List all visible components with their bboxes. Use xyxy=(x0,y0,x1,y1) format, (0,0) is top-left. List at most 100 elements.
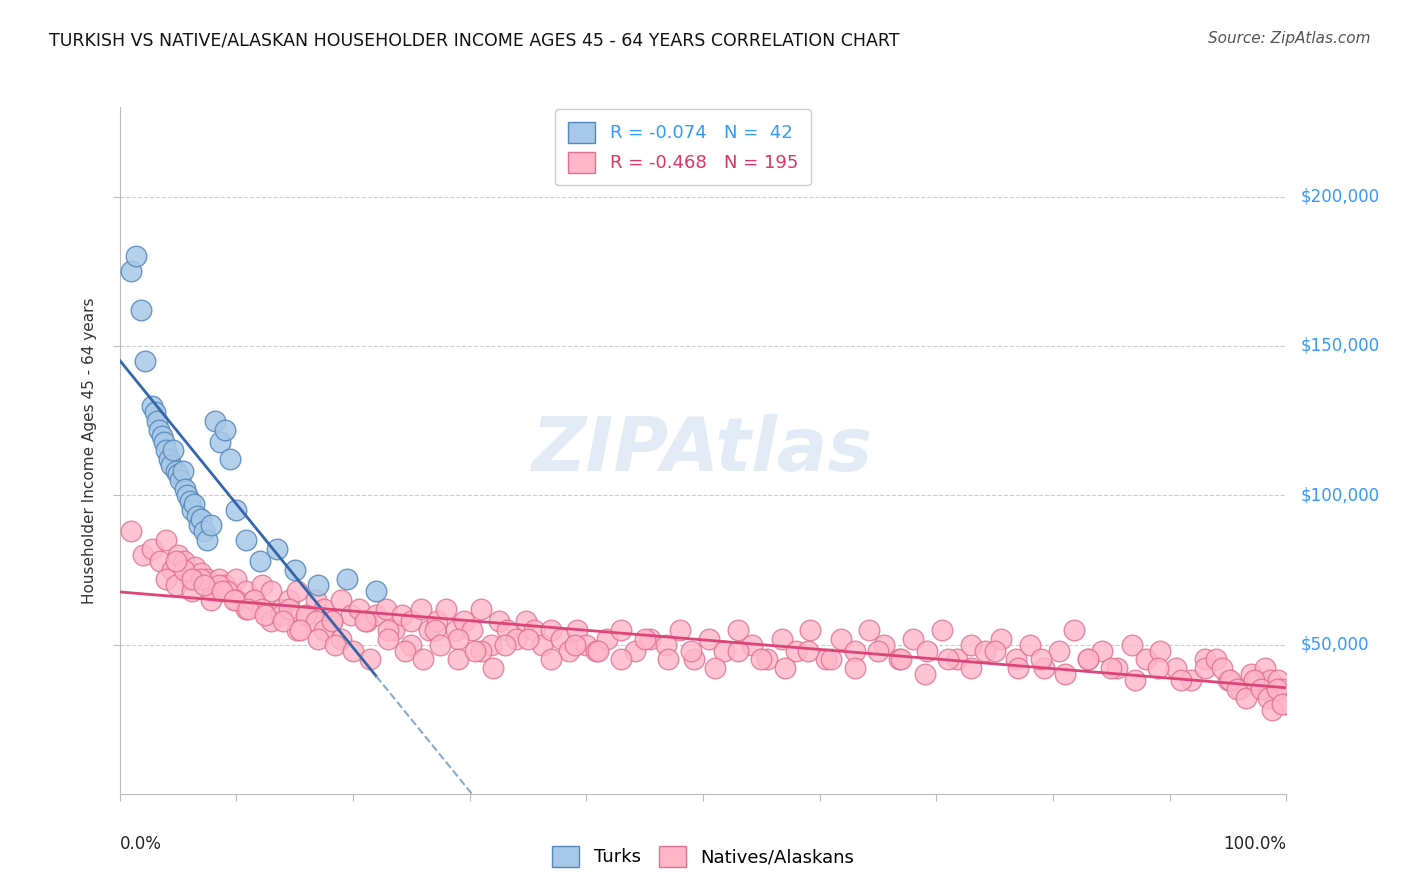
Point xyxy=(1271,682,1294,697)
Point xyxy=(1226,682,1249,697)
Legend: Turks, Natives/Alaskans: Turks, Natives/Alaskans xyxy=(544,838,862,874)
Point xyxy=(285,583,308,598)
Point xyxy=(200,592,222,607)
Point xyxy=(610,623,633,637)
Point xyxy=(751,652,773,666)
Point xyxy=(1047,643,1070,657)
Point xyxy=(936,652,959,666)
Point xyxy=(173,563,195,577)
Point xyxy=(271,614,294,628)
Point xyxy=(165,464,187,478)
Point xyxy=(330,592,353,607)
Legend: R = -0.074   N =  42, R = -0.468   N = 195: R = -0.074 N = 42, R = -0.468 N = 195 xyxy=(555,109,811,186)
Point xyxy=(222,592,245,607)
Point xyxy=(873,638,896,652)
Point xyxy=(1063,623,1085,637)
Point xyxy=(844,661,866,675)
Point xyxy=(564,638,586,652)
Point xyxy=(523,623,546,637)
Point xyxy=(1077,652,1099,666)
Point xyxy=(166,548,188,562)
Point xyxy=(283,563,307,577)
Point xyxy=(488,614,510,628)
Point xyxy=(1053,667,1076,681)
Point xyxy=(120,264,142,278)
Point xyxy=(160,458,183,473)
Point xyxy=(169,473,191,487)
Point xyxy=(423,623,446,637)
Point xyxy=(447,632,470,646)
Point xyxy=(447,652,470,666)
Point xyxy=(235,601,257,615)
Point xyxy=(773,661,796,675)
Point xyxy=(741,638,763,652)
Point xyxy=(242,592,264,607)
Point xyxy=(550,632,572,646)
Point xyxy=(1211,661,1233,675)
Point xyxy=(799,623,821,637)
Point xyxy=(610,652,633,666)
Point xyxy=(1264,691,1286,706)
Point xyxy=(377,623,399,637)
Point xyxy=(727,643,749,657)
Point xyxy=(235,583,257,598)
Point xyxy=(681,643,703,657)
Point xyxy=(624,643,647,657)
Point xyxy=(633,632,655,646)
Point xyxy=(1091,643,1114,657)
Point xyxy=(195,533,218,547)
Point xyxy=(201,583,224,598)
Point xyxy=(1099,661,1122,675)
Point xyxy=(295,607,318,622)
Point xyxy=(470,601,492,615)
Point xyxy=(214,423,236,437)
Point xyxy=(166,467,188,482)
Point xyxy=(242,592,264,607)
Point xyxy=(155,443,177,458)
Point xyxy=(470,643,492,657)
Point xyxy=(347,601,370,615)
Point xyxy=(321,614,343,628)
Point xyxy=(418,623,440,637)
Point xyxy=(193,578,215,592)
Point xyxy=(530,638,553,652)
Point xyxy=(190,572,212,586)
Point xyxy=(270,607,292,622)
Point xyxy=(464,643,486,657)
Point xyxy=(285,623,308,637)
Point xyxy=(785,643,807,657)
Point xyxy=(165,578,187,592)
Point xyxy=(887,652,910,666)
Point xyxy=(1107,661,1129,675)
Point xyxy=(654,638,676,652)
Point xyxy=(211,583,233,598)
Text: Source: ZipAtlas.com: Source: ZipAtlas.com xyxy=(1208,31,1371,46)
Point xyxy=(155,533,177,547)
Point xyxy=(186,509,208,524)
Text: $150,000: $150,000 xyxy=(1301,337,1379,355)
Point xyxy=(983,643,1005,657)
Point xyxy=(1032,661,1054,675)
Point xyxy=(312,623,335,637)
Point xyxy=(219,583,242,598)
Text: TURKISH VS NATIVE/ALASKAN HOUSEHOLDER INCOME AGES 45 - 64 YEARS CORRELATION CHAR: TURKISH VS NATIVE/ALASKAN HOUSEHOLDER IN… xyxy=(49,31,900,49)
Point xyxy=(1018,638,1040,652)
Point xyxy=(1258,673,1281,688)
Point xyxy=(204,414,226,428)
Point xyxy=(682,652,704,666)
Point xyxy=(235,533,257,547)
Text: $100,000: $100,000 xyxy=(1301,486,1379,504)
Point xyxy=(990,632,1012,646)
Point xyxy=(1257,691,1279,706)
Point xyxy=(890,652,912,666)
Text: $200,000: $200,000 xyxy=(1301,187,1379,206)
Point xyxy=(931,623,953,637)
Point xyxy=(558,643,581,657)
Point xyxy=(830,632,852,646)
Point xyxy=(162,443,184,458)
Point xyxy=(250,578,273,592)
Point xyxy=(132,548,155,562)
Point xyxy=(482,661,505,675)
Point xyxy=(1170,673,1192,688)
Text: 100.0%: 100.0% xyxy=(1223,835,1286,853)
